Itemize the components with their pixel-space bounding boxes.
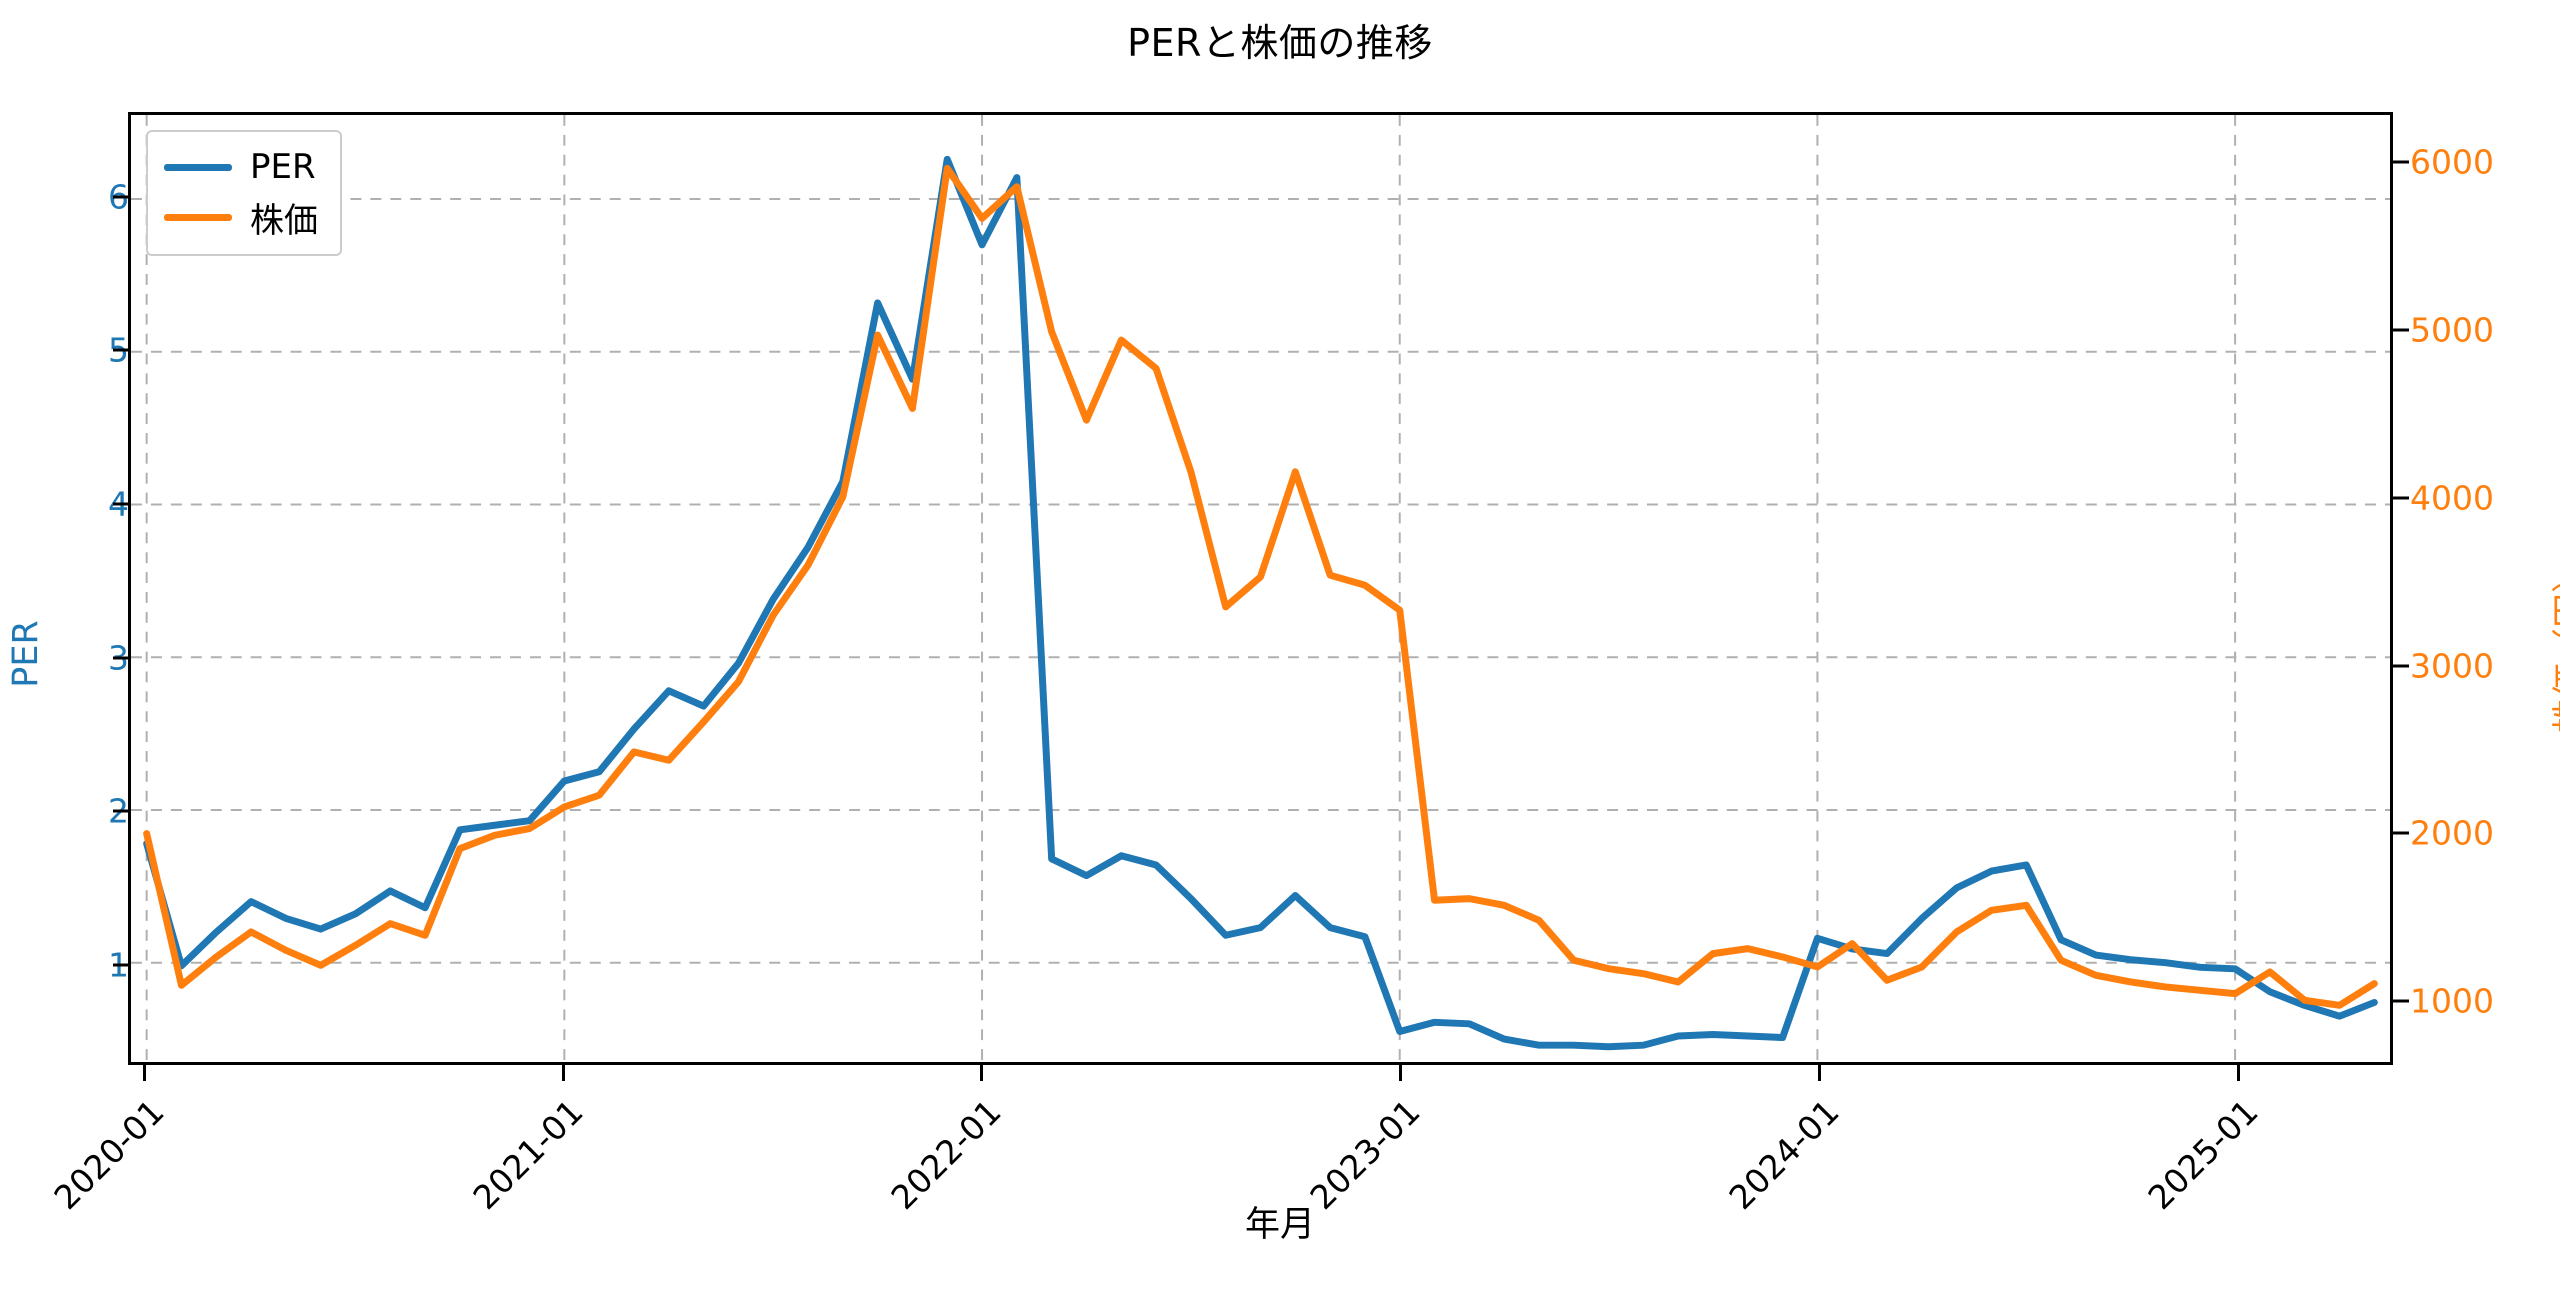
y-axis-right-tick-label: 3000 xyxy=(2410,646,2494,686)
y-axis-left-title: PER xyxy=(5,620,46,688)
x-axis-tick-label: 2021-01 xyxy=(464,1092,591,1218)
x-axis-tick-label: 2024-01 xyxy=(1721,1092,1847,1218)
x-axis-tick-mark xyxy=(1399,1065,1403,1081)
plot-area xyxy=(128,112,2393,1065)
x-axis-tick-label: 2020-01 xyxy=(46,1092,172,1218)
y-axis-right-tick-mark xyxy=(2393,328,2409,332)
gridlines xyxy=(131,115,2390,1062)
x-axis-tick-mark xyxy=(1817,1065,1821,1081)
y-axis-left-tick-mark xyxy=(113,963,129,967)
y-axis-right-tick-label: 6000 xyxy=(2410,142,2494,182)
legend-item-per[interactable]: PER xyxy=(164,142,318,192)
x-axis-tick-label: 2025-01 xyxy=(2140,1092,2266,1218)
chart-legend: PER 株価 xyxy=(146,130,342,256)
legend-label-per: PER xyxy=(250,147,316,187)
series-lines xyxy=(143,155,2378,1051)
y-axis-right-tick-mark xyxy=(2393,664,2409,668)
y-axis-right-tick-mark xyxy=(2393,831,2409,835)
x-axis-title: 年月 xyxy=(1244,1205,1315,1245)
y-axis-left-tick-mark xyxy=(113,656,129,660)
y-axis-left-tick-mark xyxy=(113,348,129,352)
y-axis-left-tick-mark xyxy=(113,809,129,813)
legend-label-stock-price: 株価 xyxy=(250,200,318,241)
x-axis-tick-mark xyxy=(2236,1065,2240,1081)
chart-figure: PERと株価の推移 PER 株価（円） 年月 10203040506010002… xyxy=(5,21,2560,1245)
y-axis-right-tick-label: 5000 xyxy=(2410,310,2494,350)
y-axis-right-tick-label: 4000 xyxy=(2410,478,2494,518)
x-axis-tick-mark xyxy=(980,1065,984,1081)
y-axis-right-tick-label: 1000 xyxy=(2410,981,2494,1021)
series-PER xyxy=(143,155,2378,1051)
y-axis-left-tick-mark xyxy=(113,502,129,506)
y-axis-right-tick-mark xyxy=(2393,999,2409,1003)
legend-swatch-stock-price xyxy=(164,213,232,221)
y-axis-left-tick-mark xyxy=(113,195,129,199)
legend-swatch-per xyxy=(164,163,232,171)
x-axis-tick-mark xyxy=(561,1065,565,1081)
series-株価 xyxy=(143,164,2378,1009)
y-axis-right-tick-mark xyxy=(2393,496,2409,500)
x-axis-tick-label: 2023-01 xyxy=(1302,1092,1428,1218)
y-axis-right-title: 株価（円） xyxy=(2551,557,2560,734)
y-axis-right-tick-mark xyxy=(2393,160,2409,164)
y-axis-right-tick-label: 2000 xyxy=(2410,813,2494,853)
chart-title: PERと株価の推移 xyxy=(1127,21,1433,65)
x-axis-tick-label: 2022-01 xyxy=(883,1092,1009,1218)
legend-item-stock-price[interactable]: 株価 xyxy=(164,192,318,242)
x-axis-tick-mark xyxy=(142,1065,146,1081)
